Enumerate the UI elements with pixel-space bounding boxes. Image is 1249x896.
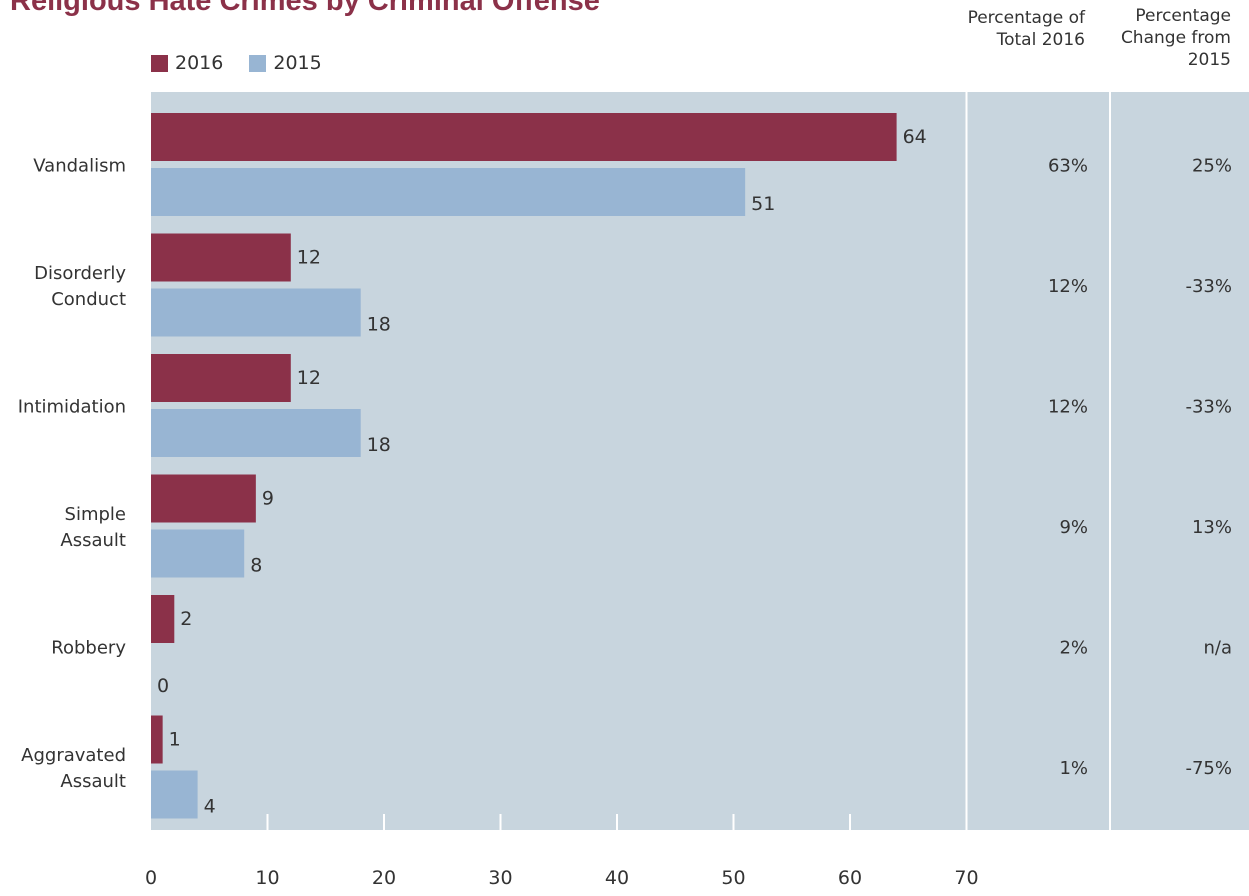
legend-item-2016: 2016: [151, 52, 223, 74]
legend-swatch-2016: [151, 54, 168, 72]
data-label-2016: 9: [262, 488, 274, 510]
bar-2016: [151, 113, 897, 161]
pct-change-value: -33%: [1185, 276, 1232, 297]
x-tick-label: 70: [954, 867, 978, 889]
pct-total-value: 12%: [1048, 276, 1088, 297]
legend-swatch-2015: [249, 54, 267, 72]
category-label: Assault: [60, 530, 126, 551]
data-label-2015: 18: [367, 434, 391, 456]
category-label: Aggravated: [21, 745, 126, 766]
x-tick-label: 0: [145, 867, 157, 889]
bar-2015: [151, 288, 361, 337]
bar-2016: [151, 715, 163, 764]
data-label-2015: 51: [751, 193, 775, 215]
data-label-2016: 64: [903, 126, 927, 148]
legend-label-2016: 2016: [175, 52, 224, 74]
x-tick-label: 20: [372, 867, 396, 889]
pct-total-value: 1%: [1059, 758, 1088, 779]
data-label-2016: 12: [297, 247, 321, 269]
column-header-percentage-change: Percentage Change from 2015: [1120, 6, 1231, 70]
category-label: Simple: [65, 504, 126, 525]
pct-total-value: 12%: [1048, 397, 1088, 418]
category-label: Disorderly: [34, 263, 126, 284]
data-label-2015: 8: [250, 555, 262, 577]
category-label: Intimidation: [18, 397, 126, 418]
category-label: Conduct: [51, 289, 126, 310]
category-label: Robbery: [51, 638, 126, 659]
x-tick-label: 40: [605, 867, 629, 889]
legend-label-2015: 2015: [273, 52, 322, 74]
data-label-2016: 12: [297, 367, 321, 389]
pct-total-value: 63%: [1048, 156, 1088, 177]
pct-change-value: -33%: [1185, 397, 1232, 418]
chart-title: Religious Hate Crimes by Criminal Offens…: [10, 0, 600, 17]
data-label-2015: 18: [367, 314, 391, 336]
bar-2016: [151, 354, 291, 402]
x-tick-label: 10: [255, 867, 279, 889]
bar-2015: [151, 168, 746, 216]
legend-item-2015: 2015: [249, 52, 322, 74]
bar-2015: [151, 529, 245, 578]
pct-total-value: 9%: [1059, 517, 1088, 538]
bar-2015: [151, 770, 198, 819]
x-tick-label: 30: [488, 867, 512, 889]
x-tick-label: 50: [721, 867, 745, 889]
data-label-2015: 0: [157, 675, 169, 697]
data-label-2016: 1: [169, 729, 181, 751]
pct-change-value: 13%: [1192, 517, 1232, 538]
x-tick-label: 60: [838, 867, 862, 889]
pct-change-value: 25%: [1192, 156, 1232, 177]
data-label-2015: 4: [204, 796, 216, 818]
pct-change-value: -75%: [1185, 758, 1232, 779]
bar-2016: [151, 474, 256, 523]
column-header-percentage-of-total: Percentage of Total 2016: [967, 8, 1085, 50]
category-label: Assault: [60, 771, 126, 792]
bar-2015: [151, 409, 361, 457]
pct-change-value: n/a: [1203, 638, 1232, 659]
bar-2016: [151, 233, 291, 282]
category-label: Vandalism: [33, 156, 126, 177]
legend: 2016 2015: [151, 52, 348, 74]
pct-total-value: 2%: [1059, 638, 1088, 659]
bar-2016: [151, 595, 175, 643]
data-label-2016: 2: [180, 608, 192, 630]
